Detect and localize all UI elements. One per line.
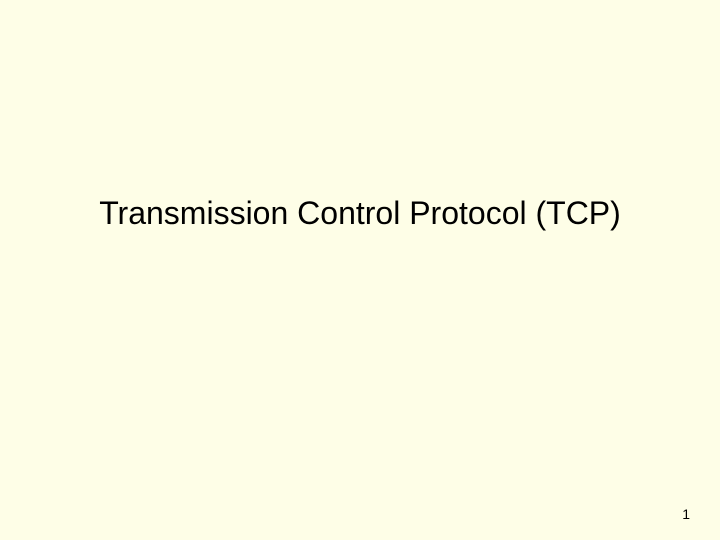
page-number: 1	[682, 506, 690, 522]
slide-container: Transmission Control Protocol (TCP) 1	[0, 0, 720, 540]
slide-title: Transmission Control Protocol (TCP)	[0, 195, 720, 232]
